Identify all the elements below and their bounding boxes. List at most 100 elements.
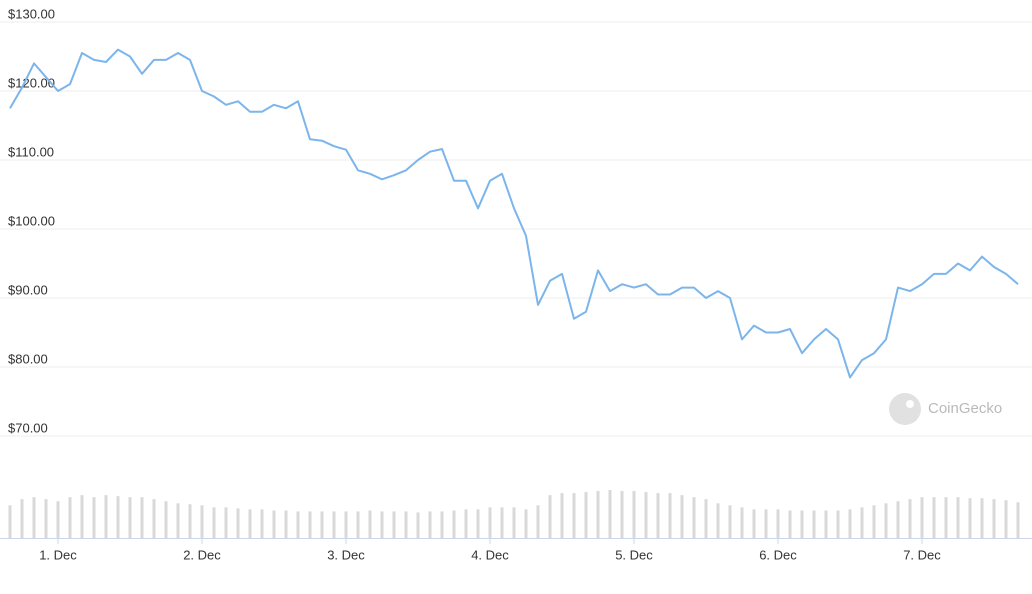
volume-bar xyxy=(860,507,864,538)
volume-bar xyxy=(836,510,840,538)
volume-bar xyxy=(248,509,252,538)
volume-bar xyxy=(944,497,948,538)
volume-bar xyxy=(224,507,228,538)
volume-bar xyxy=(872,505,876,538)
volume-bar xyxy=(272,510,276,538)
volume-bar xyxy=(44,499,48,538)
volume-bar xyxy=(356,511,360,538)
y-tick-label: $110.00 xyxy=(8,144,54,159)
volume-bar xyxy=(380,511,384,538)
volume-bar xyxy=(896,501,900,538)
volume-bar xyxy=(344,511,348,538)
volume-bar xyxy=(212,507,216,538)
volume-bar xyxy=(368,510,372,538)
volume-bar xyxy=(728,505,732,538)
plot: $70.00 $80.00 $90.00 $100.00 $110.00 $120.00 $… xyxy=(0,6,1032,562)
volume-bar xyxy=(608,490,612,538)
volume-bar xyxy=(680,495,684,538)
watermark-logo-eye xyxy=(906,400,914,408)
watermark-text: CoinGecko xyxy=(928,400,1002,417)
volume-bar xyxy=(164,501,168,538)
volume-bar xyxy=(992,499,996,538)
volume-bar xyxy=(260,509,264,538)
volume-bar xyxy=(392,511,396,538)
volume-bar xyxy=(920,497,924,538)
volume-bar xyxy=(716,503,720,538)
y-tick-label: $100.00 xyxy=(8,213,55,228)
volume-bar xyxy=(548,495,552,538)
volume-bar xyxy=(128,497,132,538)
y-tick-label: $80.00 xyxy=(8,351,48,366)
volume-bar xyxy=(68,497,72,538)
volume-bar xyxy=(20,499,24,538)
volume-bar xyxy=(56,501,60,538)
volume-bar xyxy=(200,505,204,538)
volume-bar xyxy=(440,511,444,538)
watermark-logo xyxy=(889,393,921,425)
price-line xyxy=(9,48,1019,379)
volume-bar xyxy=(488,507,492,538)
volume-bar xyxy=(776,509,780,538)
volume-bar xyxy=(236,508,240,538)
volume-bar xyxy=(824,510,828,538)
volume-bar xyxy=(320,511,324,538)
volume-bar xyxy=(296,511,300,538)
volume-bar xyxy=(764,509,768,538)
volume-bar xyxy=(644,492,648,538)
volume-bar xyxy=(1016,502,1020,538)
volume-bar xyxy=(584,492,588,538)
volume-bar xyxy=(812,510,816,538)
x-tick-label: 4. Dec xyxy=(471,547,509,562)
watermark: CoinGecko xyxy=(889,393,1002,425)
volume-bar xyxy=(176,503,180,538)
volume-bar xyxy=(704,499,708,538)
volume-bar xyxy=(332,511,336,538)
x-tick-label: 5. Dec xyxy=(615,547,653,562)
volume-bar xyxy=(308,511,312,538)
volume-bar xyxy=(956,497,960,538)
volume-bar xyxy=(848,509,852,538)
x-tick-label: 7. Dec xyxy=(903,547,941,562)
y-tick-label: $130.00 xyxy=(8,6,55,21)
volume-bar xyxy=(284,510,288,538)
y-tick-label: $70.00 xyxy=(8,420,48,435)
volume-bar xyxy=(116,496,120,538)
volume-bar xyxy=(500,507,504,538)
volume-bar xyxy=(692,497,696,538)
x-tick-label: 1. Dec xyxy=(39,547,77,562)
volume-bar xyxy=(512,507,516,538)
volume-bar xyxy=(92,497,96,538)
volume-bar xyxy=(404,511,408,538)
volume-bar xyxy=(536,505,540,538)
volume-bar xyxy=(188,504,192,538)
volume-bar xyxy=(932,497,936,538)
volume-bar xyxy=(560,493,564,538)
volume-bar xyxy=(740,507,744,538)
x-tick-label: 3. Dec xyxy=(327,547,365,562)
volume-bar xyxy=(464,509,468,538)
volume-bar xyxy=(596,491,600,538)
x-tick-label: 6. Dec xyxy=(759,547,797,562)
volume-bar xyxy=(788,510,792,538)
volume-bar xyxy=(140,497,144,538)
y-tick-label: $120.00 xyxy=(8,75,55,90)
volume-bar xyxy=(524,509,528,538)
volume-bar xyxy=(452,510,456,538)
volume-bar xyxy=(32,497,36,538)
volume-bar xyxy=(104,495,108,538)
volume-bar xyxy=(428,511,432,538)
volume-bar xyxy=(80,495,84,538)
volume-bar xyxy=(416,512,420,538)
volume-bar xyxy=(968,498,972,538)
volume-bar xyxy=(1004,500,1008,538)
volume-bar xyxy=(476,509,480,538)
x-tick-label: 2. Dec xyxy=(183,547,221,562)
volume-bar xyxy=(572,493,576,538)
volume-bar xyxy=(908,499,912,538)
volume-bar xyxy=(620,491,624,538)
y-tick-label: $90.00 xyxy=(8,282,48,297)
volume-bar xyxy=(884,503,888,538)
volume-bar xyxy=(668,493,672,538)
